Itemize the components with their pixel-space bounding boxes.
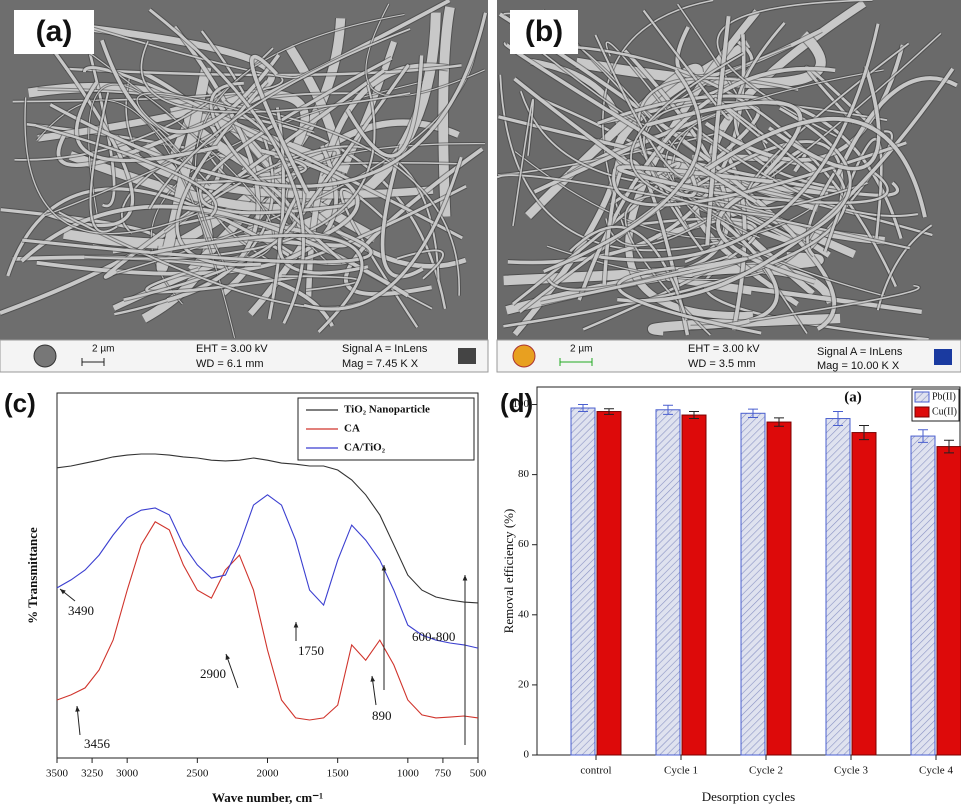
x-tick-label: 2500 <box>186 768 209 780</box>
y-tick-label: 0 <box>524 749 530 761</box>
legend-label: TiO₂ Nanoparticle <box>344 404 430 416</box>
x-axis-label: Wave number, cm⁻¹ <box>212 790 323 805</box>
mag: Mag = 7.45 K X <box>342 358 419 370</box>
logo <box>34 345 56 367</box>
y-tick-label: 40 <box>518 608 530 620</box>
arrow-head <box>226 654 230 660</box>
annotation: 1750 <box>298 643 324 658</box>
legend-swatch <box>915 407 929 417</box>
y-axis-label: % Transmittance <box>25 527 40 624</box>
y-axis-label: Removal efficiency (%) <box>501 509 516 634</box>
x-tick-label: control <box>580 765 611 777</box>
annotation: 600-800 <box>412 629 455 644</box>
eht: EHT = 3.00 kV <box>688 343 760 355</box>
x-tick-label: 1000 <box>397 768 420 780</box>
page: { "sem_panels": [ {"label": "(a)", "scal… <box>0 0 961 808</box>
legend-swatch <box>915 392 929 402</box>
arrow-head <box>463 575 468 581</box>
annotation: 890 <box>372 708 392 723</box>
x-tick-label: 1500 <box>327 768 350 780</box>
scale-text: 2 µm <box>92 344 114 355</box>
bar <box>767 422 791 755</box>
signal: Signal A = InLens <box>342 343 428 355</box>
x-axis-label: Desorption cycles <box>702 789 796 804</box>
bar <box>911 436 935 755</box>
legend-label: CA <box>344 423 360 435</box>
annotation: (a) <box>844 389 862 405</box>
annotation: 2900 <box>200 666 226 681</box>
wd: WD = 3.5 mm <box>688 358 756 370</box>
arrow-head <box>294 622 299 628</box>
panel-label: (c) <box>4 388 36 418</box>
y-tick-label: 60 <box>518 538 530 550</box>
legend-label: Pb(II) <box>932 391 956 402</box>
x-tick-label: 3500 <box>46 768 69 780</box>
x-tick-label: 2000 <box>257 768 280 780</box>
annotation: 3490 <box>68 603 94 618</box>
spectrum-line <box>57 454 478 603</box>
x-tick-label: 3250 <box>81 768 104 780</box>
x-tick-label: 750 <box>435 768 452 780</box>
sem-panel: (b) 2 µm EHT = 3.00 kV WD = 3.5 mm Signa… <box>497 0 961 372</box>
panel-label: (a) <box>36 15 73 48</box>
bar <box>937 447 961 755</box>
bar <box>852 433 876 755</box>
spectrum-line <box>57 522 478 720</box>
y-tick-label: 20 <box>518 678 530 690</box>
mag: Mag = 10.00 K X <box>817 360 900 372</box>
zeiss-logo <box>934 349 952 365</box>
wd: WD = 6.1 mm <box>196 358 264 370</box>
ftir-chart: (c) 3500 3250 3000 2500 2000 1500 1000 750 500 Wav… <box>4 388 487 805</box>
y-tick-label: 100 <box>513 398 530 410</box>
panel-label: (b) <box>525 15 563 48</box>
x-tick-label: Cycle 1 <box>664 765 698 777</box>
bar <box>656 410 680 755</box>
bar <box>571 408 595 755</box>
sem-panel: (a) 2 µm EHT = 3.00 kV WD = 6.1 mm Signa… <box>0 0 488 372</box>
figure: (a) 2 µm EHT = 3.00 kV WD = 6.1 mm Signa… <box>0 0 961 808</box>
eht: EHT = 3.00 kV <box>196 343 268 355</box>
bar <box>597 412 621 755</box>
spectrum-line <box>57 495 478 648</box>
zeiss-logo <box>458 348 476 364</box>
x-tick-label: Cycle 2 <box>749 765 783 777</box>
x-tick-label: Cycle 4 <box>919 765 953 777</box>
logo <box>513 345 535 367</box>
signal: Signal A = InLens <box>817 346 903 358</box>
x-tick-label: Cycle 3 <box>834 765 868 777</box>
legend-label: CA/TiO₂ <box>344 442 386 454</box>
bar <box>741 413 765 755</box>
x-tick-label: 3000 <box>116 768 139 780</box>
bar <box>682 415 706 755</box>
annotation: 3456 <box>84 736 111 751</box>
y-tick-label: 80 <box>518 468 530 480</box>
legend-label: Cu(II) <box>932 406 957 417</box>
scale-text: 2 µm <box>570 344 592 355</box>
bar <box>826 419 850 755</box>
arrow-head <box>370 676 375 682</box>
x-tick-label: 500 <box>470 768 487 780</box>
